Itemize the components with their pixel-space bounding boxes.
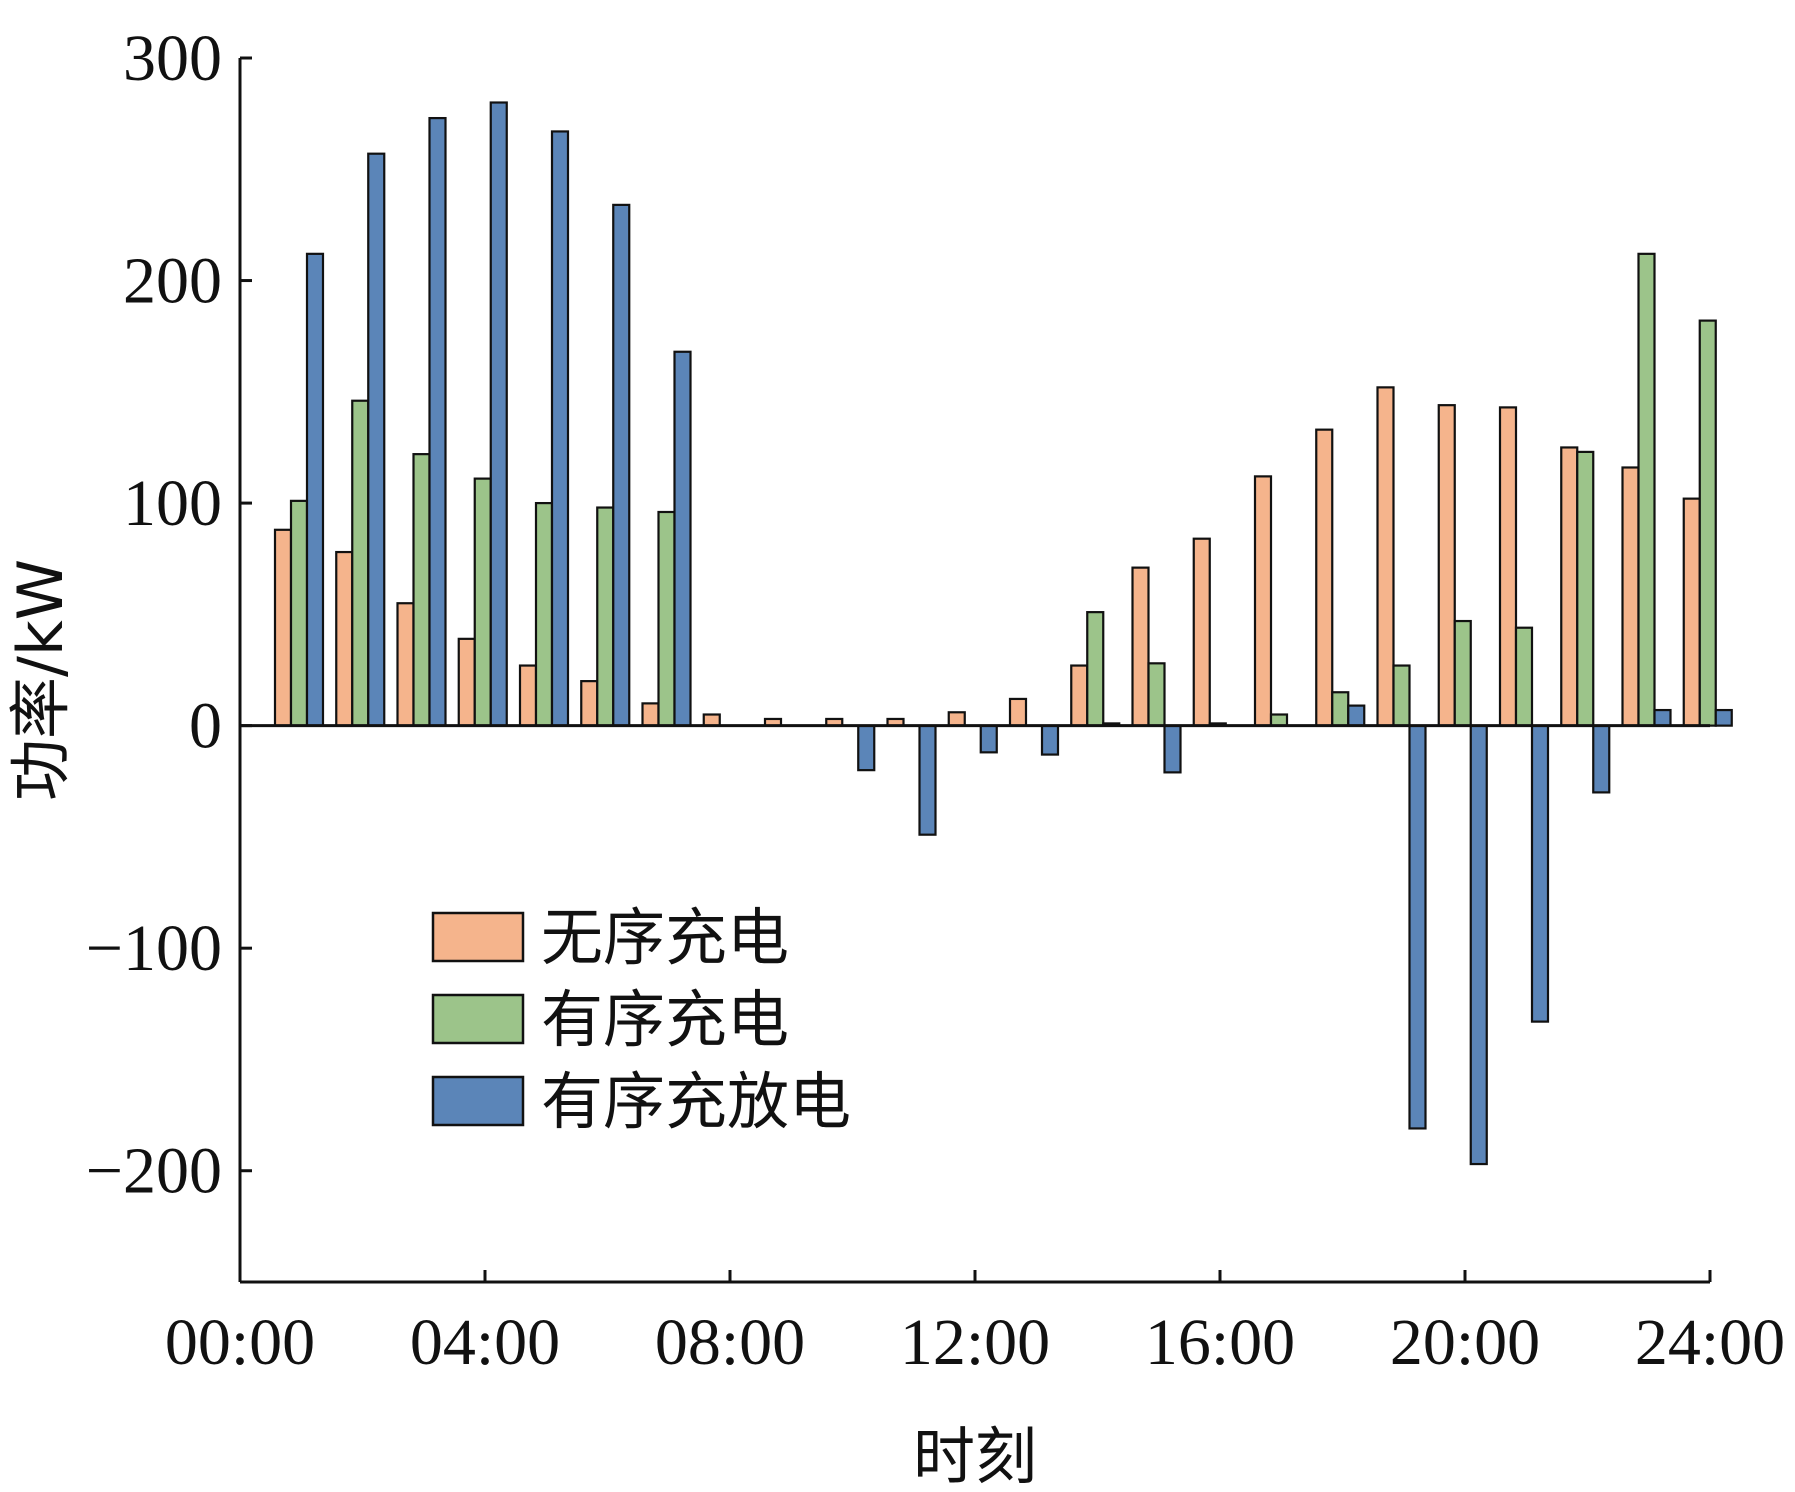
bar-series-1-2: [335, 550, 354, 727]
bar-series-1-21: [1498, 406, 1518, 727]
bar-series-1-18: [1315, 428, 1334, 727]
bar-series-2-15: [1147, 662, 1166, 727]
bar-series-1-24: [1682, 497, 1701, 727]
bar-series-2-4: [473, 477, 492, 727]
bar-series-3-19: [1408, 724, 1427, 1130]
bar-series-1-13: [1008, 697, 1028, 727]
x-tick-label: 16:00: [1145, 1306, 1295, 1379]
bar-series-3-6: [612, 203, 631, 727]
bar-series-3-23: [1653, 708, 1672, 727]
bar-series-2-22: [1576, 450, 1595, 727]
bar-series-1-15: [1131, 566, 1150, 727]
y-tick-label: 200: [123, 245, 222, 318]
y-tick-label: −200: [86, 1135, 222, 1208]
legend-swatch-3: [431, 1075, 525, 1127]
bar-series-1-17: [1253, 475, 1273, 727]
bar-series-2-23: [1637, 252, 1656, 727]
bar-series-2-5: [534, 501, 554, 727]
y-tick-label: −100: [86, 912, 222, 985]
x-tick-label: 08:00: [655, 1306, 805, 1379]
bar-series-3-18: [1347, 704, 1366, 727]
bar-series-2-7: [657, 510, 676, 727]
bar-series-2-17: [1269, 713, 1289, 727]
bar-series-1-23: [1621, 466, 1640, 727]
bar-series-2-1: [289, 499, 309, 727]
bar-series-1-12: [947, 711, 966, 727]
axes-layer: [238, 58, 1710, 1284]
bar-series-2-20: [1453, 619, 1472, 727]
bar-series-1-5: [518, 664, 538, 727]
bar-series-1-1: [273, 528, 293, 727]
bar-series-2-2: [351, 399, 370, 727]
bar-series-3-21: [1530, 724, 1550, 1023]
bar-series-2-24: [1698, 319, 1717, 727]
y-ticks-layer: −200 −100 0 100 200 300: [86, 22, 252, 1208]
bar-series-2-6: [596, 506, 615, 727]
legend-swatch-1: [431, 911, 525, 963]
bar-series-1-16: [1192, 537, 1211, 727]
bar-series-2-3: [412, 453, 431, 727]
bar-series-3-1: [305, 252, 325, 727]
x-tick-label: 00:00: [165, 1306, 315, 1379]
legend-label-1: 无序充电: [541, 901, 789, 974]
y-tick-label: 300: [123, 22, 222, 95]
x-ticks-layer: 00:00 04:00 08:00 12:00 16:00 20:00 24:00: [165, 1270, 1785, 1379]
bar-series-1-4: [457, 637, 476, 727]
bar-series-3-3: [428, 116, 447, 727]
bar-series-2-18: [1331, 691, 1350, 727]
bar-series-1-3: [396, 602, 415, 727]
bar-series-3-5: [550, 130, 570, 727]
legend-label-2: 有序充电: [541, 983, 789, 1056]
bar-series-3-15: [1163, 724, 1182, 774]
bar-series-2-21: [1514, 626, 1534, 727]
x-axis-title: 时刻: [913, 1420, 1037, 1492]
bar-series-1-8: [702, 713, 721, 727]
bars-layer: [273, 101, 1733, 1166]
legend-label-3: 有序充放电: [541, 1065, 851, 1138]
bar-series-3-7: [673, 350, 692, 727]
bar-series-3-20: [1469, 724, 1488, 1166]
bar-series-1-14: [1070, 664, 1089, 727]
legend-swatch-2: [431, 993, 525, 1045]
bar-series-1-7: [641, 702, 660, 727]
bar-series-3-24: [1714, 708, 1733, 727]
x-tick-label: 24:00: [1635, 1306, 1785, 1379]
bar-series-1-22: [1560, 446, 1579, 727]
bar-series-3-12: [979, 724, 998, 754]
bar-series-3-10: [857, 724, 876, 772]
x-tick-label: 20:00: [1390, 1306, 1540, 1379]
y-tick-label: 0: [189, 690, 222, 763]
bar-series-3-13: [1040, 724, 1060, 756]
bar-series-2-14: [1086, 611, 1105, 727]
y-tick-label: 100: [123, 467, 222, 540]
x-tick-label: 12:00: [900, 1306, 1050, 1379]
bar-series-1-20: [1437, 404, 1456, 727]
bar-series-3-4: [489, 101, 508, 727]
y-axis-title: 功率/kW: [4, 559, 77, 801]
bar-series-1-6: [580, 680, 599, 727]
bar-series-3-2: [367, 152, 386, 727]
x-tick-label: 04:00: [410, 1306, 560, 1379]
bar-series-3-11: [918, 724, 937, 836]
bar-series-1-19: [1376, 386, 1395, 727]
bar-series-2-19: [1392, 664, 1411, 727]
bar-series-3-22: [1592, 724, 1611, 794]
